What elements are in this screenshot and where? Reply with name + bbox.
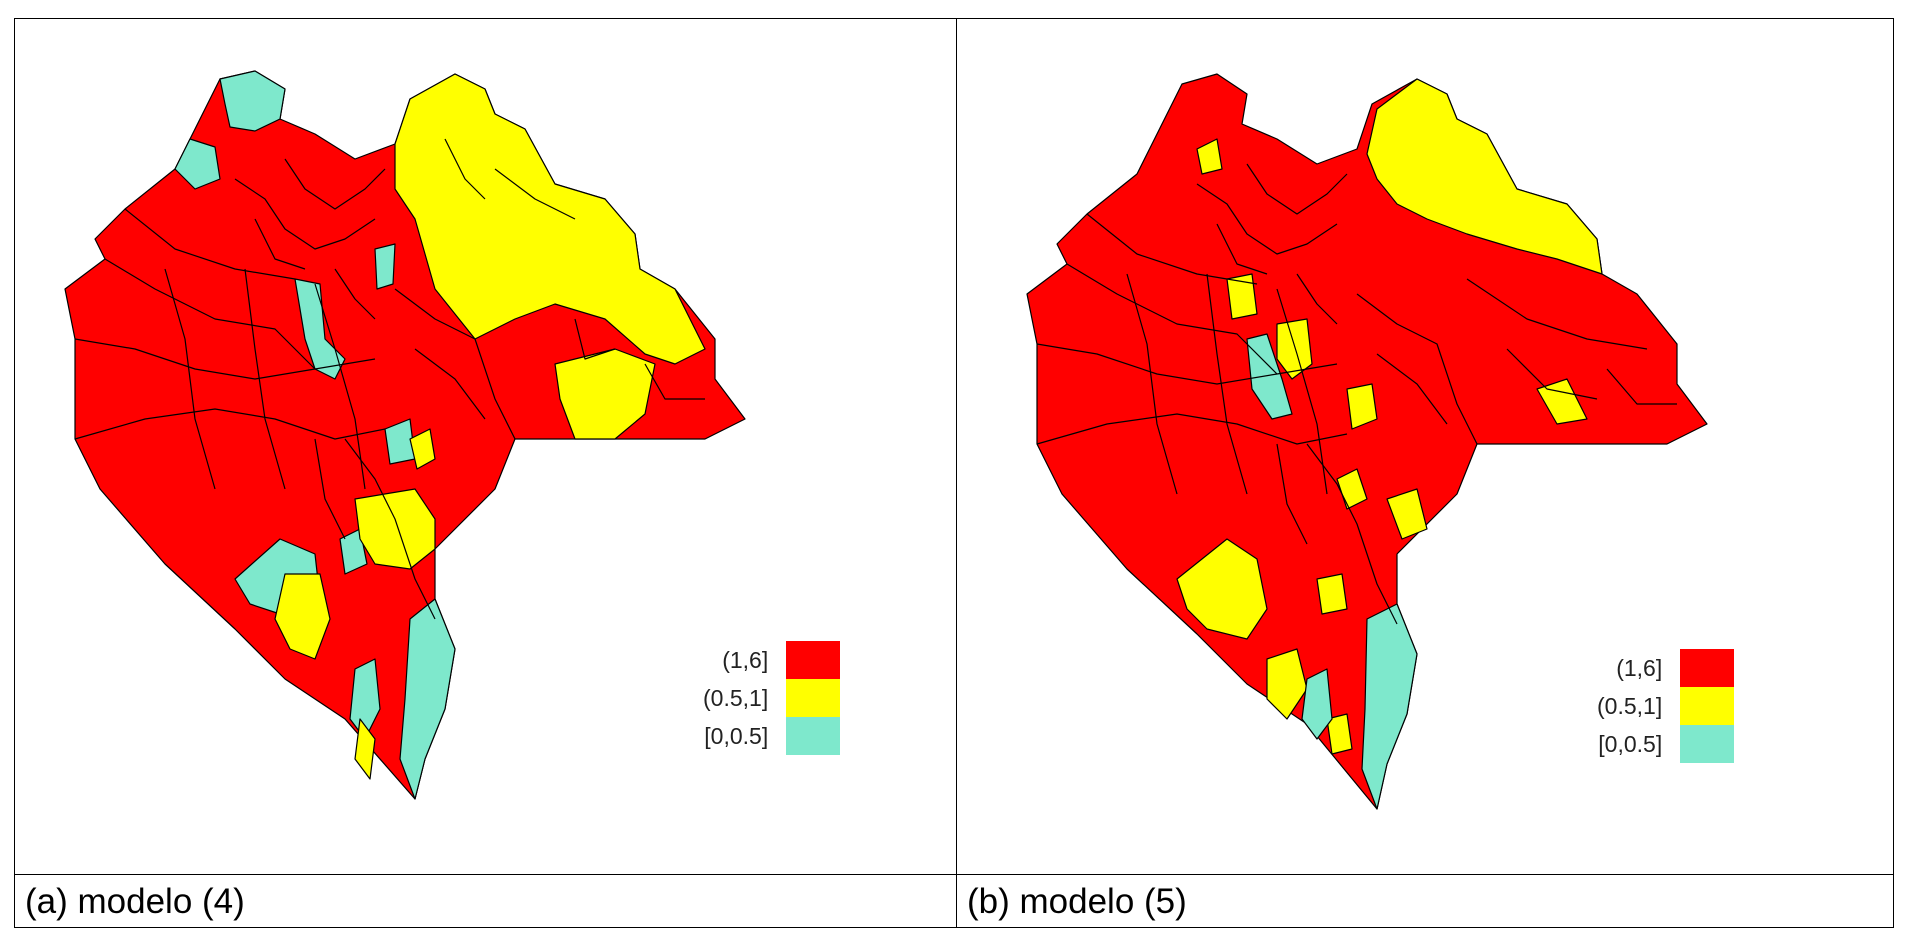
legend-item-mid: (0.5,1] (703, 679, 841, 717)
region-yellow-south-b (1266, 648, 1308, 720)
map-panel-b: (1,6] (0.5,1] [0,0.5] (957, 19, 1897, 874)
legend-item-high: (1,6] (703, 641, 841, 679)
region-yellow-south4-a (409, 428, 436, 470)
caption-b: (b) modelo (5) (967, 882, 1187, 921)
legend-label-high: (1,6] (722, 646, 769, 673)
region-yellow-south3-b (1386, 488, 1428, 540)
region-yellow-south-a (354, 488, 436, 570)
region-yellow-center2-b (1226, 273, 1258, 320)
region-yellow-east-b (1536, 378, 1588, 425)
region-yellow-mid2-b (1316, 573, 1348, 615)
legend-label-mid: (0.5,1] (1597, 692, 1663, 719)
legend-a: (1,6] (0.5,1] [0,0.5] (703, 641, 841, 755)
figure-frame: (1,6] (0.5,1] [0,0.5] (14, 18, 1894, 928)
region-yellow-center3-b (1346, 383, 1378, 430)
region-yellow-north-b (1196, 138, 1223, 175)
map-panel-a: (1,6] (0.5,1] [0,0.5] (15, 19, 955, 874)
choropleth-map-b (1026, 73, 1708, 810)
region-yellow-south3-a (354, 718, 376, 780)
region-yellow-south2-b (1326, 713, 1353, 755)
region-cyan-south-a (349, 658, 381, 740)
legend-label-low: [0,0.5] (1598, 730, 1663, 757)
caption-divider-horizontal (15, 874, 1893, 875)
legend-label-mid: (0.5,1] (703, 684, 769, 711)
legend-swatch-mid (786, 679, 841, 717)
panel-divider-vertical (956, 19, 957, 927)
legend-item-high: (1,6] (1597, 649, 1735, 687)
legend-item-low: [0,0.5] (1597, 725, 1735, 763)
legend-item-mid: (0.5,1] (1597, 687, 1735, 725)
region-cyan-center-a (294, 278, 346, 380)
legend-label-low: [0,0.5] (704, 722, 769, 749)
region-cyan-southeast-a (399, 598, 456, 800)
legend-b: (1,6] (0.5,1] [0,0.5] (1597, 649, 1735, 763)
region-yellow-northeast-a (394, 73, 706, 365)
region-yellow-south2-a (274, 573, 331, 660)
legend-swatch-high (1680, 649, 1735, 687)
legend-swatch-low (786, 717, 841, 755)
region-cyan-center2-a (374, 243, 396, 290)
region-cyan-north-a (219, 70, 286, 132)
region-cyan-south-b (1301, 668, 1333, 740)
region-cyan-southeast-b (1361, 603, 1418, 810)
region-yellow-east-a (554, 348, 656, 440)
legend-swatch-high (786, 641, 841, 679)
legend-swatch-low (1680, 725, 1735, 763)
region-yellow-northeast-b (1366, 78, 1603, 275)
legend-swatch-mid (1680, 687, 1735, 725)
caption-a: (a) modelo (4) (25, 882, 245, 921)
region-yellow-southwest-b (1176, 538, 1268, 640)
legend-item-low: [0,0.5] (703, 717, 841, 755)
legend-label-high: (1,6] (1616, 654, 1663, 681)
choropleth-map-a (64, 70, 746, 800)
region-cyan-northwest-a (174, 138, 221, 190)
